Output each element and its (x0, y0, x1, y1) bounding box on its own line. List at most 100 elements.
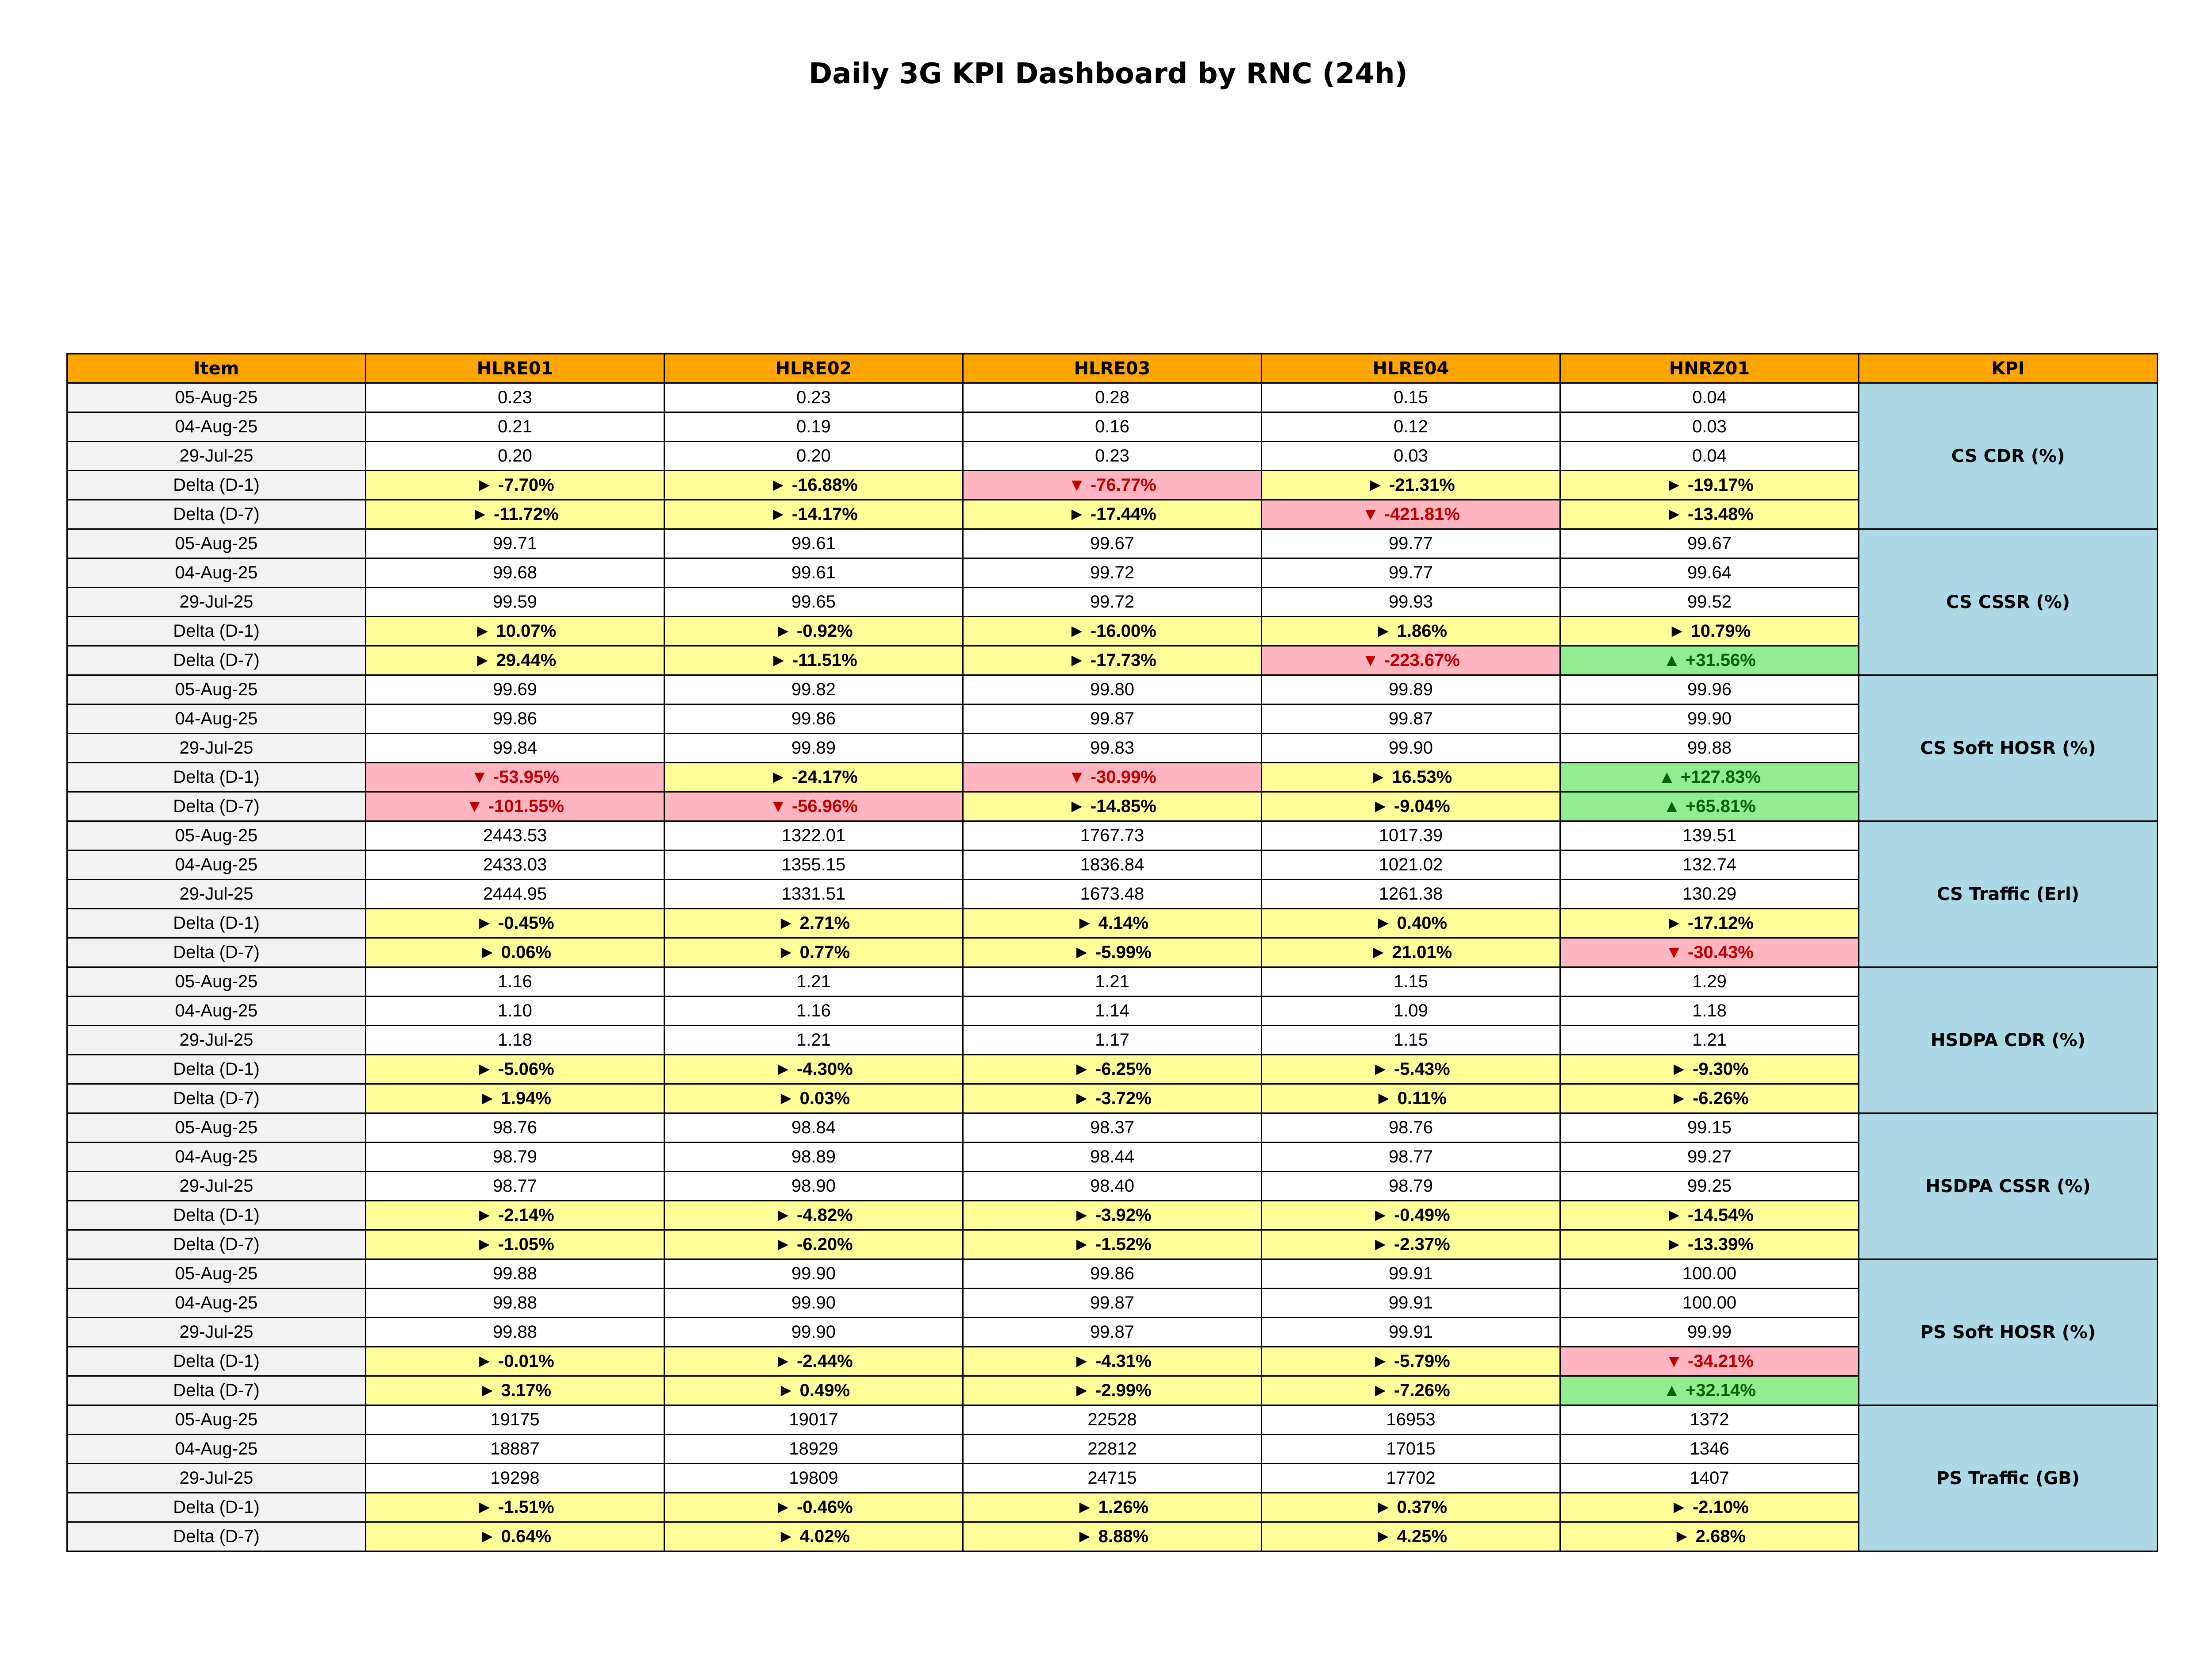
row-item-label: Delta (D-1) (66, 762, 366, 793)
value-cell: 99.83 (962, 733, 1262, 763)
delta-cell-down: ▼ -76.77% (962, 470, 1262, 500)
delta-cell-flat: ► -9.04% (1261, 791, 1561, 822)
row-item-label: Delta (D-7) (66, 791, 366, 822)
value-cell: 24715 (962, 1463, 1262, 1493)
delta-cell-flat: ► -0.46% (664, 1492, 964, 1523)
row-item-label: 05-Aug-25 (66, 1112, 366, 1143)
table-row: Delta (D-7) ► 29.44% ► -11.51% ► -17.73% ▼ -… (66, 645, 2158, 676)
table-row: 29-Jul-25 2444.95 1331.51 1673.48 1261.38 130… (66, 879, 2158, 909)
table-row: 29-Jul-25 0.20 0.20 0.23 0.03 0.04 (66, 441, 2158, 471)
row-item-label: 05-Aug-25 (66, 1405, 366, 1435)
table-row: Delta (D-1) ► -2.14% ► -4.82% ► -3.92% ► -0.… (66, 1200, 2158, 1231)
delta-cell-flat: ► -3.92% (962, 1200, 1262, 1231)
kpi-table: Item HLRE01 HLRE02 HLRE03 HLRE04 HNRZ01 KPI 05… (66, 353, 2158, 1552)
value-cell: 99.72 (962, 558, 1262, 588)
table-row: Delta (D-1) ► -0.45% ► 2.71% ► 4.14% ► 0.40%… (66, 908, 2158, 939)
row-item-label: 04-Aug-25 (66, 412, 366, 442)
value-cell: 1.29 (1559, 966, 1859, 997)
table-row: 04-Aug-25 18887 18929 22812 17015 1346 (66, 1434, 2158, 1464)
kpi-label-cs-cdr: CS CDR (%) (1858, 382, 2158, 530)
delta-cell-flat: ► -9.30% (1559, 1054, 1859, 1085)
value-cell: 99.64 (1559, 558, 1859, 588)
row-item-label: Delta (D-7) (66, 499, 366, 530)
value-cell: 98.84 (664, 1112, 964, 1143)
delta-cell-flat: ► -5.06% (365, 1054, 665, 1085)
delta-cell-flat: ► -0.45% (365, 908, 665, 939)
table-row: Delta (D-7) ▼ -101.55% ▼ -56.96% ► -14.85% ►… (66, 791, 2158, 822)
value-cell: 98.90 (664, 1171, 964, 1201)
value-cell: 99.25 (1559, 1171, 1859, 1201)
table-row: 04-Aug-25 0.21 0.19 0.16 0.12 0.03 (66, 412, 2158, 442)
delta-cell-flat: ► 10.79% (1559, 616, 1859, 647)
value-cell: 99.59 (365, 587, 665, 617)
column-header-hlre01: HLRE01 (365, 353, 665, 384)
value-cell: 0.23 (962, 441, 1262, 471)
value-cell: 98.40 (962, 1171, 1262, 1201)
table-row: 05-Aug-25 19175 19017 22528 16953 1372 PS Traf… (66, 1405, 2158, 1552)
delta-cell-flat: ► -17.12% (1559, 908, 1859, 939)
table-row: Delta (D-1) ► 10.07% ► -0.92% ► -16.00% ► 1.… (66, 616, 2158, 647)
value-cell: 130.29 (1559, 879, 1859, 909)
table-row: 04-Aug-25 99.88 99.90 99.87 99.91 100.00 (66, 1288, 2158, 1318)
value-cell: 99.61 (664, 528, 964, 559)
table-row: 29-Jul-25 99.59 99.65 99.72 99.93 99.52 (66, 587, 2158, 617)
column-header-hlre03: HLRE03 (962, 353, 1262, 384)
delta-cell-flat: ► -5.99% (962, 937, 1262, 968)
value-cell: 1.21 (962, 966, 1262, 997)
delta-cell-flat: ► 3.17% (365, 1375, 665, 1406)
value-cell: 0.23 (365, 382, 665, 413)
value-cell: 98.77 (365, 1171, 665, 1201)
value-cell: 1.15 (1261, 966, 1561, 997)
table-row: 05-Aug-25 98.76 98.84 98.37 98.76 99.15 HSDPA … (66, 1112, 2158, 1260)
value-cell: 99.99 (1559, 1317, 1859, 1347)
value-cell: 98.77 (1261, 1142, 1561, 1172)
value-cell: 1021.02 (1261, 850, 1561, 880)
value-cell: 99.65 (664, 587, 964, 617)
table-row: Delta (D-1) ► -5.06% ► -4.30% ► -6.25% ► -5.… (66, 1054, 2158, 1085)
delta-cell-flat: ► -14.17% (664, 499, 964, 530)
value-cell: 99.89 (1261, 674, 1561, 705)
delta-cell-flat: ► -2.44% (664, 1346, 964, 1377)
value-cell: 0.03 (1261, 441, 1561, 471)
value-cell: 1.16 (365, 966, 665, 997)
value-cell: 98.37 (962, 1112, 1262, 1143)
delta-cell-flat: ► 29.44% (365, 645, 665, 676)
value-cell: 99.77 (1261, 528, 1561, 559)
row-item-label: 29-Jul-25 (66, 879, 366, 909)
row-item-label: Delta (D-1) (66, 1492, 366, 1523)
value-cell: 1.18 (365, 1025, 665, 1055)
value-cell: 0.20 (664, 441, 964, 471)
value-cell: 99.87 (962, 1288, 1262, 1318)
table-row: 05-Aug-25 0.23 0.23 0.28 0.15 0.04 CS CDR (%) (66, 382, 2158, 530)
delta-cell-flat: ► -7.26% (1261, 1375, 1561, 1406)
delta-cell-flat: ► 2.71% (664, 908, 964, 939)
table-row: 04-Aug-25 99.86 99.86 99.87 99.87 99.90 (66, 704, 2158, 734)
value-cell: 1372 (1559, 1405, 1859, 1435)
value-cell: 99.88 (365, 1317, 665, 1347)
value-cell: 99.86 (365, 704, 665, 734)
value-cell: 99.88 (365, 1288, 665, 1318)
delta-cell-flat: ► -4.30% (664, 1054, 964, 1085)
value-cell: 1.18 (1559, 996, 1859, 1026)
row-item-label: Delta (D-1) (66, 616, 366, 647)
delta-cell-flat: ► -4.31% (962, 1346, 1262, 1377)
value-cell: 17015 (1261, 1434, 1561, 1464)
value-cell: 132.74 (1559, 850, 1859, 880)
value-cell: 1836.84 (962, 850, 1262, 880)
value-cell: 99.91 (1261, 1288, 1561, 1318)
value-cell: 99.87 (1261, 704, 1561, 734)
row-item-label: Delta (D-1) (66, 1346, 366, 1377)
value-cell: 1673.48 (962, 879, 1262, 909)
delta-cell-flat: ► 2.68% (1559, 1521, 1859, 1552)
value-cell: 99.68 (365, 558, 665, 588)
value-cell: 99.15 (1559, 1112, 1859, 1143)
value-cell: 17702 (1261, 1463, 1561, 1493)
column-header-kpi: KPI (1858, 353, 2158, 384)
delta-cell-flat: ► -0.49% (1261, 1200, 1561, 1231)
delta-cell-flat: ► 4.25% (1261, 1521, 1561, 1552)
row-item-label: 04-Aug-25 (66, 1142, 366, 1172)
table-body: 05-Aug-25 0.23 0.23 0.28 0.15 0.04 CS CDR (%) 0… (66, 382, 2158, 1552)
value-cell: 0.19 (664, 412, 964, 442)
value-cell: 1.09 (1261, 996, 1561, 1026)
delta-cell-flat: ► 0.40% (1261, 908, 1561, 939)
